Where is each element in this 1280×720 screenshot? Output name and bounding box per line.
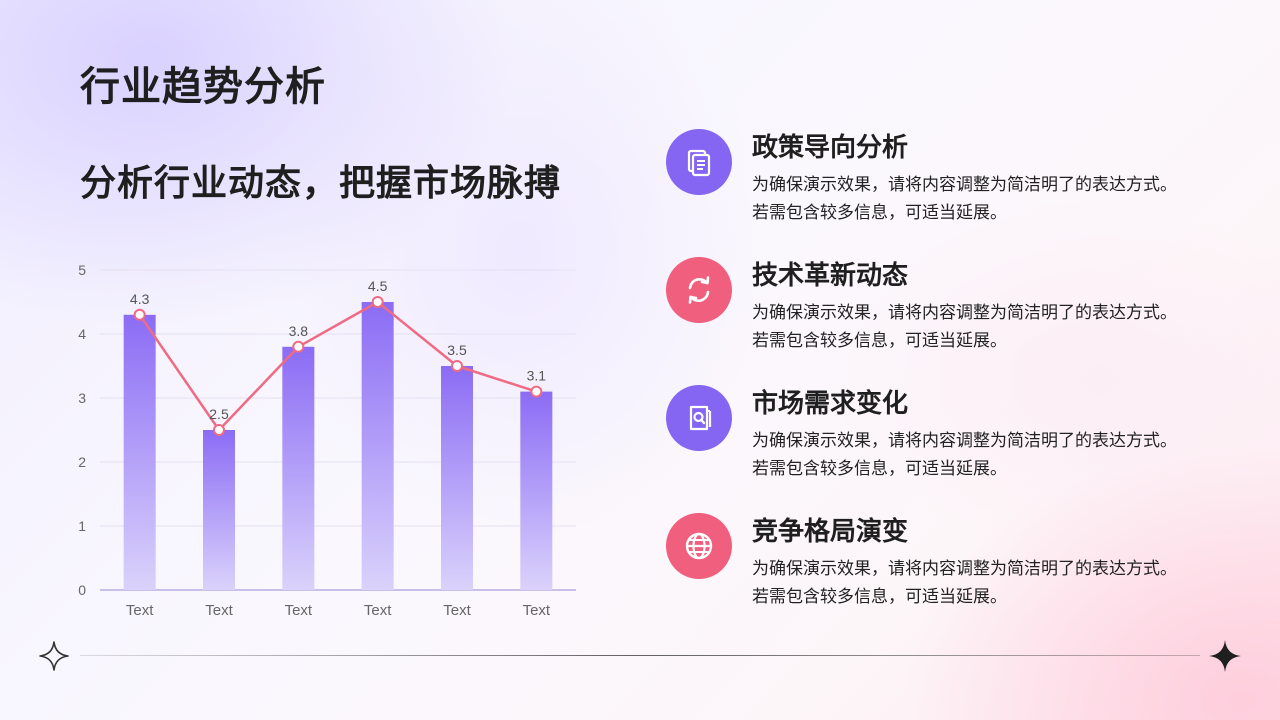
item-competition: 竞争格局演变 为确保演示效果，请将内容调整为简洁明了的表达方式。 若需包含较多信… <box>666 513 1226 623</box>
line-series <box>138 300 537 432</box>
page-subtitle: 分析行业动态，把握市场脉搏 <box>80 162 562 203</box>
data-label: 4.3 <box>130 291 150 307</box>
item-policy-title: 政策导向分析 <box>752 132 909 162</box>
item-competition-desc-line2: 若需包含较多信息，可适当延展。 <box>752 587 1007 606</box>
item-policy: 政策导向分析 为确保演示效果，请将内容调整为简洁明了的表达方式。 若需包含较多信… <box>666 129 1226 239</box>
item-technology-circle <box>666 257 732 323</box>
bar <box>123 314 156 590</box>
item-policy-desc-line1: 为确保演示效果，请将内容调整为简洁明了的表达方式。 <box>752 175 1177 194</box>
line-marker <box>292 340 305 353</box>
item-market-title: 市场需求变化 <box>752 388 909 418</box>
item-technology-desc: 为确保演示效果，请将内容调整为简洁明了的表达方式。 若需包含较多信息，可适当延展… <box>752 299 1232 355</box>
bar <box>520 391 553 590</box>
page-title: 行业趋势分析 <box>80 65 326 109</box>
line-marker <box>451 360 463 372</box>
globe-icon <box>685 532 713 560</box>
bar <box>282 346 315 590</box>
sparkle-filled-icon <box>1209 640 1241 672</box>
item-competition-circle <box>666 513 732 579</box>
bar-line-chart: 0 1 2 3 4 5 Text Text Text Text Text Text 4.3 2.5 3.8… <box>78 262 576 619</box>
item-market-circle <box>666 385 732 451</box>
x-tick-label: Text <box>364 602 392 619</box>
footer-divider <box>80 655 1200 656</box>
x-tick-label: Text <box>205 602 233 619</box>
x-tick-label: Text <box>126 602 154 619</box>
item-technology-title: 技术革新动态 <box>752 260 909 290</box>
line-marker <box>213 424 225 436</box>
item-market: 市场需求变化 为确保演示效果，请将内容调整为简洁明了的表达方式。 若需包含较多信… <box>666 385 1226 495</box>
data-label: 4.5 <box>368 278 388 294</box>
data-label: 2.5 <box>209 406 229 422</box>
bar <box>203 430 235 590</box>
bar <box>361 302 394 590</box>
item-policy-desc: 为确保演示效果，请将内容调整为简洁明了的表达方式。 若需包含较多信息，可适当延展… <box>752 171 1232 227</box>
data-label: 3.8 <box>289 323 309 339</box>
document-icon <box>687 149 711 177</box>
y-tick-label: 0 <box>78 582 86 598</box>
data-label: 3.5 <box>447 342 467 358</box>
data-label: 3.1 <box>527 368 547 384</box>
item-market-desc-line2: 若需包含较多信息，可适当延展。 <box>752 459 1007 478</box>
item-market-desc-line1: 为确保演示效果，请将内容调整为简洁明了的表达方式。 <box>752 431 1177 450</box>
line-marker <box>371 296 384 308</box>
x-tick-label: Text <box>443 602 471 619</box>
sparkle-outline-icon <box>39 641 69 671</box>
line-marker <box>133 308 146 321</box>
y-tick-label: 4 <box>78 326 86 342</box>
line-marker <box>530 385 543 398</box>
item-competition-desc: 为确保演示效果，请将内容调整为简洁明了的表达方式。 若需包含较多信息，可适当延展… <box>752 555 1232 611</box>
y-tick-label: 3 <box>78 390 86 406</box>
refresh-icon <box>688 276 710 304</box>
item-policy-circle <box>666 129 732 195</box>
item-policy-desc-line2: 若需包含较多信息，可适当延展。 <box>752 203 1007 222</box>
item-technology-desc-line2: 若需包含较多信息，可适当延展。 <box>752 331 1007 350</box>
item-technology: 技术革新动态 为确保演示效果，请将内容调整为简洁明了的表达方式。 若需包含较多信… <box>666 257 1226 367</box>
y-tick-label: 2 <box>78 454 86 470</box>
item-competition-desc-line1: 为确保演示效果，请将内容调整为简洁明了的表达方式。 <box>752 559 1177 578</box>
x-tick-label: Text <box>523 602 551 619</box>
x-tick-label: Text <box>285 602 313 619</box>
item-market-desc: 为确保演示效果，请将内容调整为简洁明了的表达方式。 若需包含较多信息，可适当延展… <box>752 427 1232 483</box>
item-competition-title: 竞争格局演变 <box>752 516 909 546</box>
y-tick-label: 1 <box>78 518 86 534</box>
y-tick-label: 5 <box>78 262 86 278</box>
bar <box>441 366 473 590</box>
search-document-icon <box>689 405 712 431</box>
item-technology-desc-line1: 为确保演示效果，请将内容调整为简洁明了的表达方式。 <box>752 303 1177 322</box>
